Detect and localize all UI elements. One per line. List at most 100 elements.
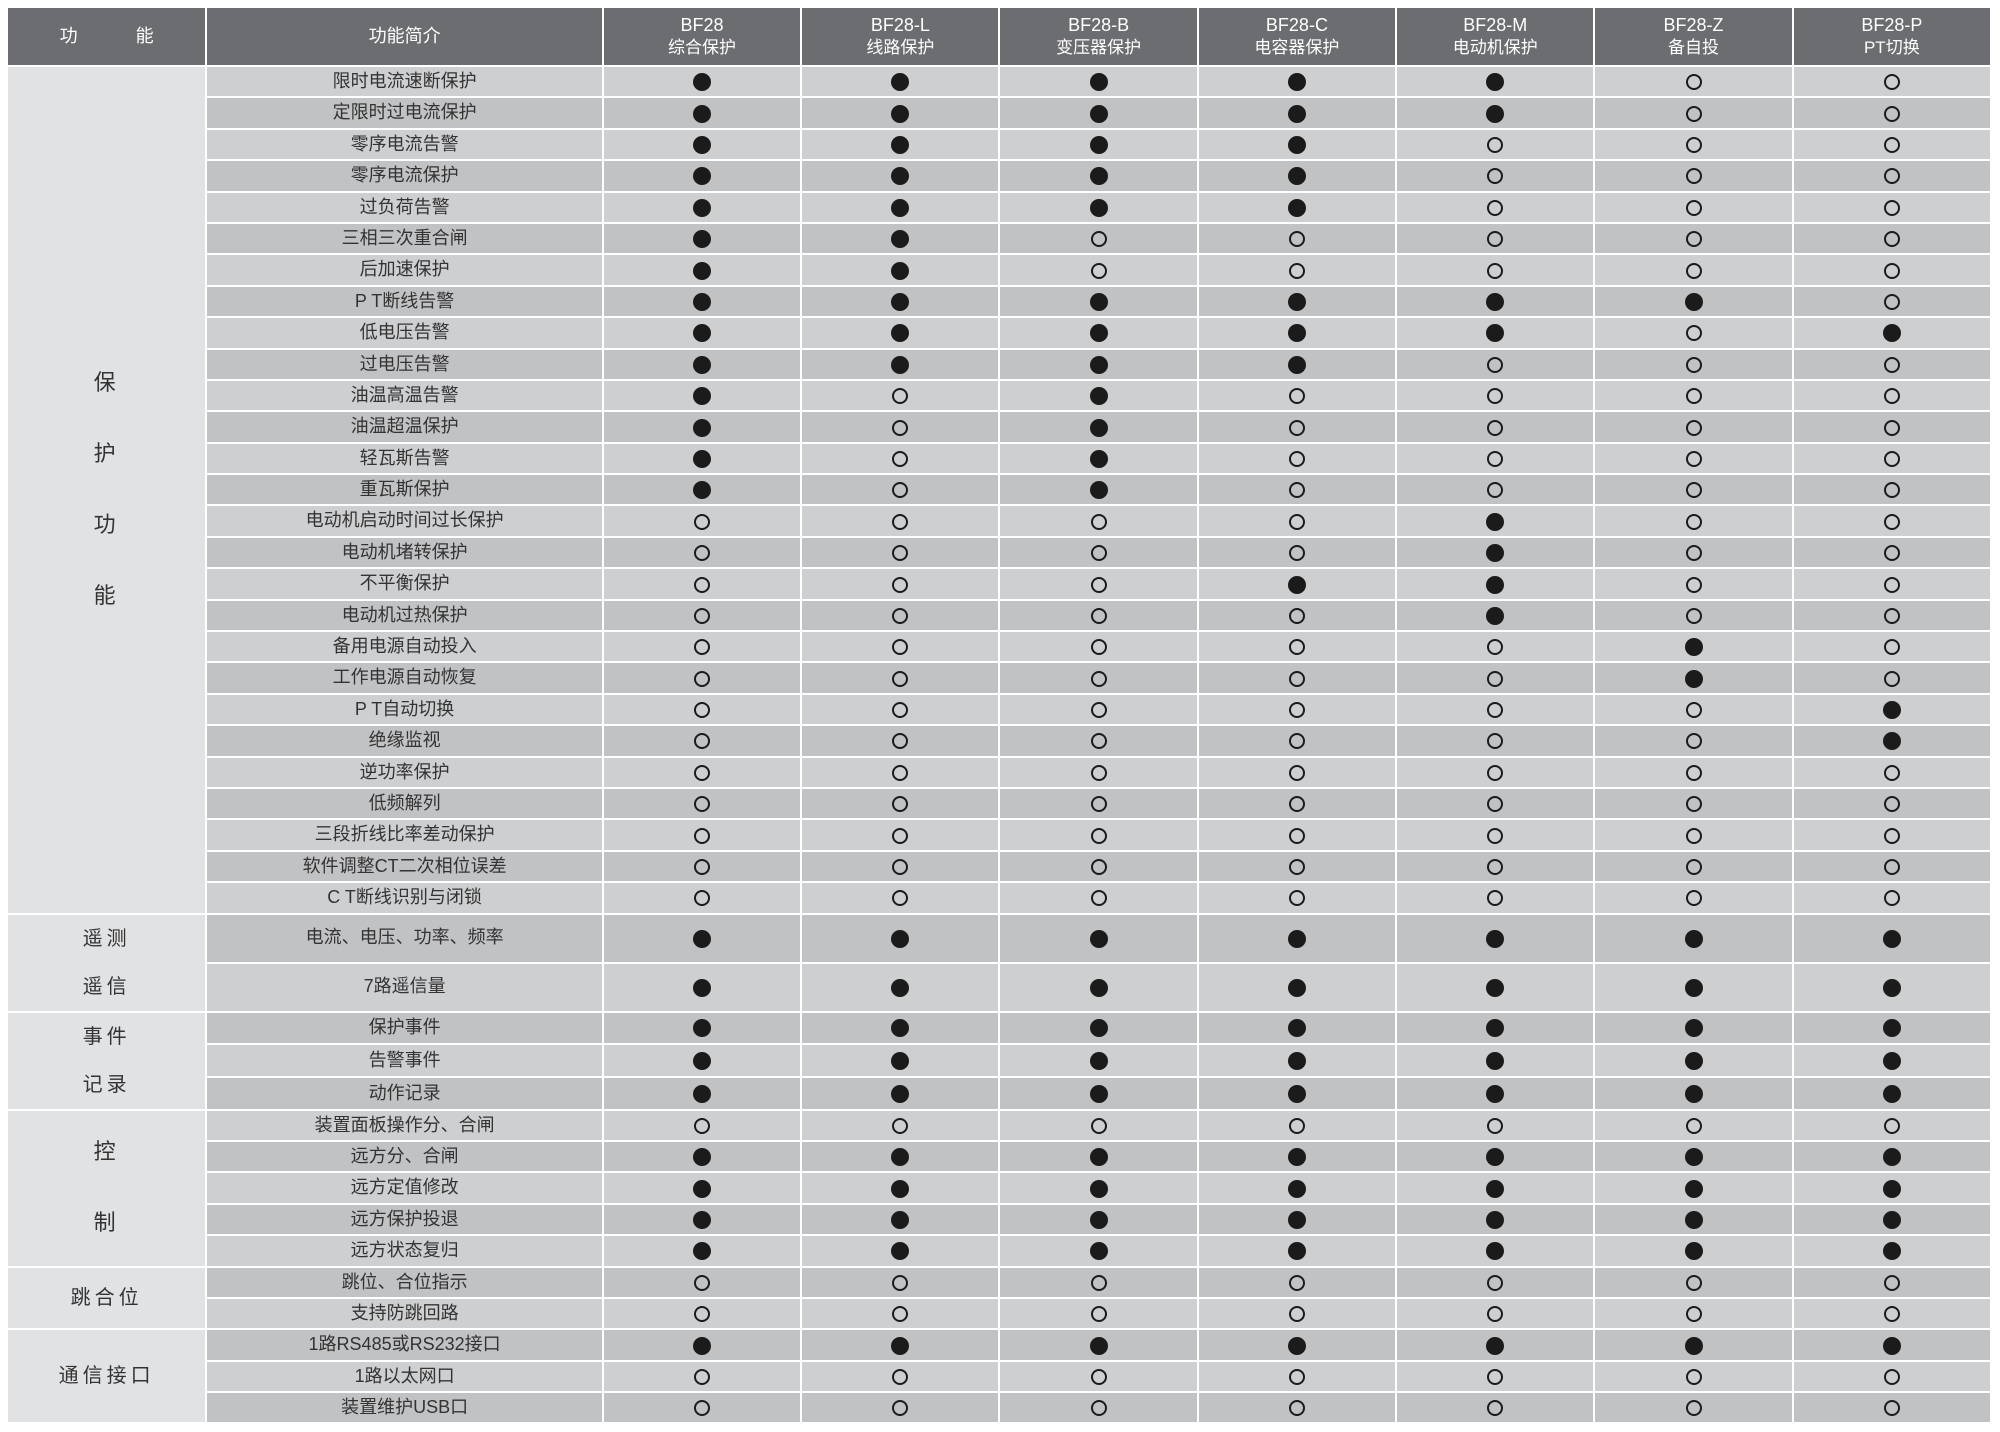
feature-cell xyxy=(1793,537,1991,568)
feature-cell xyxy=(1793,600,1991,631)
feature-cell xyxy=(1396,963,1594,1012)
hollow-circle-icon xyxy=(892,702,908,718)
feature-cell xyxy=(1594,662,1792,693)
table-row: 油温超温保护 xyxy=(8,411,1991,442)
hollow-circle-icon xyxy=(1289,514,1305,530)
hollow-circle-icon xyxy=(1487,1118,1503,1134)
table-row: 装置维护USB口 xyxy=(8,1392,1991,1423)
feature-cell xyxy=(603,1110,801,1141)
filled-circle-icon xyxy=(1288,324,1306,342)
hollow-circle-icon xyxy=(1884,168,1900,184)
feature-desc: 逆功率保护 xyxy=(206,757,603,788)
feature-cell xyxy=(1396,694,1594,725)
feature-cell xyxy=(1198,129,1396,160)
hollow-circle-icon xyxy=(1289,828,1305,844)
hollow-circle-icon xyxy=(1487,890,1503,906)
filled-circle-icon xyxy=(1090,1148,1108,1166)
hollow-circle-icon xyxy=(1487,1369,1503,1385)
feature-desc: 保护事件 xyxy=(206,1012,603,1045)
feature-cell xyxy=(801,914,999,963)
feature-cell xyxy=(603,568,801,599)
hollow-circle-icon xyxy=(694,608,710,624)
filled-circle-icon xyxy=(891,1211,909,1229)
hollow-circle-icon xyxy=(1884,545,1900,561)
feature-cell xyxy=(999,1235,1197,1266)
feature-desc: 装置面板操作分、合闸 xyxy=(206,1110,603,1141)
hollow-circle-icon xyxy=(1686,859,1702,875)
hollow-circle-icon xyxy=(1289,765,1305,781)
filled-circle-icon xyxy=(1685,1211,1703,1229)
feature-cell xyxy=(999,662,1197,693)
feature-cell xyxy=(801,757,999,788)
table-row: 工作电源自动恢复 xyxy=(8,662,1991,693)
hollow-circle-icon xyxy=(1487,420,1503,436)
hollow-circle-icon xyxy=(1686,702,1702,718)
feature-cell xyxy=(1198,600,1396,631)
feature-cell xyxy=(999,505,1197,536)
table-row: 电动机过热保护 xyxy=(8,600,1991,631)
hollow-circle-icon xyxy=(1289,388,1305,404)
hollow-circle-icon xyxy=(1091,1118,1107,1134)
table-row: 远方状态复归 xyxy=(8,1235,1991,1266)
hollow-circle-icon xyxy=(1091,828,1107,844)
feature-cell xyxy=(801,1329,999,1360)
feature-cell xyxy=(1594,317,1792,348)
hollow-circle-icon xyxy=(1884,1275,1900,1291)
feature-cell xyxy=(801,1204,999,1235)
filled-circle-icon xyxy=(1486,1337,1504,1355)
filled-circle-icon xyxy=(1288,1052,1306,1070)
hollow-circle-icon xyxy=(694,890,710,906)
feature-cell xyxy=(999,1361,1197,1392)
filled-circle-icon xyxy=(693,230,711,248)
feature-desc: 过负荷告警 xyxy=(206,192,603,223)
filled-circle-icon xyxy=(1685,1019,1703,1037)
feature-cell xyxy=(801,788,999,819)
hollow-circle-icon xyxy=(1686,420,1702,436)
hollow-circle-icon xyxy=(694,828,710,844)
hollow-circle-icon xyxy=(892,1369,908,1385)
filled-circle-icon xyxy=(1288,293,1306,311)
feature-cell xyxy=(1594,600,1792,631)
filled-circle-icon xyxy=(1883,979,1901,997)
filled-circle-icon xyxy=(891,979,909,997)
group-label: 事件记录 xyxy=(8,1012,206,1110)
feature-cell xyxy=(801,380,999,411)
feature-desc: C T断线识别与闭锁 xyxy=(206,882,603,913)
feature-cell xyxy=(1793,443,1991,474)
table-row: P T自动切换 xyxy=(8,694,1991,725)
filled-circle-icon xyxy=(1090,1180,1108,1198)
feature-cell xyxy=(1594,631,1792,662)
filled-circle-icon xyxy=(1090,199,1108,217)
feature-cell xyxy=(1396,317,1594,348)
table-body: 保护功能限时电流速断保护定限时过电流保护零序电流告警零序电流保护过负荷告警三相三… xyxy=(8,66,1991,1423)
filled-circle-icon xyxy=(1288,105,1306,123)
hollow-circle-icon xyxy=(1884,671,1900,687)
feature-cell xyxy=(1198,1141,1396,1172)
feature-cell xyxy=(1793,505,1991,536)
feature-cell xyxy=(603,631,801,662)
feature-cell xyxy=(1198,349,1396,380)
feature-desc: 7路遥信量 xyxy=(206,963,603,1012)
feature-desc: 过电压告警 xyxy=(206,349,603,380)
feature-desc: 远方状态复归 xyxy=(206,1235,603,1266)
table-row: 事件记录保护事件 xyxy=(8,1012,1991,1045)
feature-cell xyxy=(603,1298,801,1329)
feature-cell xyxy=(603,819,801,850)
filled-circle-icon xyxy=(1486,105,1504,123)
header-desc: 功能简介 xyxy=(206,8,603,66)
feature-cell xyxy=(603,600,801,631)
feature-desc: 备用电源自动投入 xyxy=(206,631,603,662)
feature-cell xyxy=(1396,505,1594,536)
table-row: 低频解列 xyxy=(8,788,1991,819)
feature-cell xyxy=(999,600,1197,631)
hollow-circle-icon xyxy=(1091,514,1107,530)
feature-cell xyxy=(603,97,801,128)
group-label: 控制 xyxy=(8,1110,206,1267)
hollow-circle-icon xyxy=(1487,451,1503,467)
table-row: 三段折线比率差动保护 xyxy=(8,819,1991,850)
feature-cell xyxy=(1396,1077,1594,1110)
feature-desc: P T断线告警 xyxy=(206,286,603,317)
filled-circle-icon xyxy=(693,1180,711,1198)
feature-cell xyxy=(603,757,801,788)
feature-cell xyxy=(1396,1141,1594,1172)
